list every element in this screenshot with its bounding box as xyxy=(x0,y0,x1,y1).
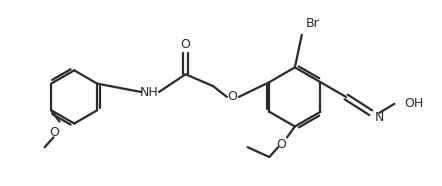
Text: O: O xyxy=(227,90,237,103)
Text: O: O xyxy=(50,126,60,139)
Text: N: N xyxy=(375,111,384,124)
Text: O: O xyxy=(181,38,191,51)
Text: O: O xyxy=(276,138,286,151)
Text: OH: OH xyxy=(404,97,424,110)
Text: Br: Br xyxy=(306,17,320,30)
Text: NH: NH xyxy=(140,86,159,99)
